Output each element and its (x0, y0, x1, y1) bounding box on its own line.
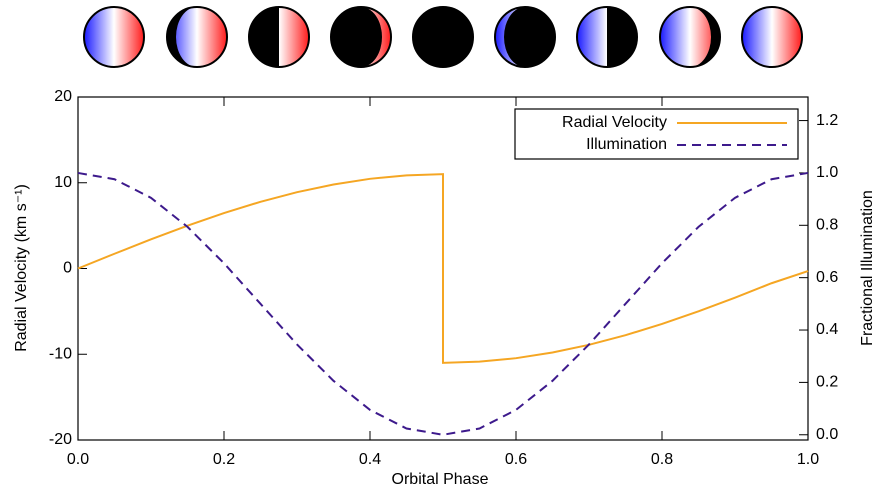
series-line (77, 173, 809, 364)
y-tick-label: 20 (54, 88, 72, 105)
phase-icon (741, 6, 803, 68)
legend-label: Radial Velocity (562, 114, 667, 131)
y2-tick-label: 0.6 (816, 269, 838, 286)
y2-tick-label: 0.4 (816, 321, 838, 338)
phase-icons (83, 6, 803, 68)
x-tick-label: 0.8 (651, 451, 673, 468)
y-axis-label: Radial Velocity (km s⁻¹) (13, 184, 30, 352)
phase-icon (659, 6, 721, 68)
y-tick-label: -10 (49, 345, 72, 362)
x-tick-label: 0.0 (67, 451, 89, 468)
y2-tick-label: 1.0 (816, 164, 838, 181)
phase-icon (576, 6, 638, 68)
x-tick-label: 0.6 (505, 451, 527, 468)
phase-icon (83, 6, 145, 68)
y2-tick-label: 1.2 (816, 112, 838, 129)
x-tick-label: 0.2 (213, 451, 235, 468)
series-line (77, 171, 809, 436)
x-axis-label: Orbital Phase (392, 471, 489, 488)
y-tick-label: 10 (54, 174, 72, 191)
y-tick-label: 0 (63, 260, 72, 277)
y2-tick-label: 0.2 (816, 374, 838, 391)
legend-label: Illumination (586, 136, 667, 153)
legend-box (514, 108, 799, 160)
y2-tick-label: 0.0 (816, 426, 838, 443)
x-tick-label: 0.4 (359, 451, 381, 468)
phase-icon (494, 6, 556, 68)
phase-icon (412, 6, 474, 68)
y2-axis-label: Fractional Illumination (859, 190, 876, 346)
phase-icon (166, 6, 228, 68)
x-tick-label: 1.0 (797, 451, 819, 468)
phase-icon (248, 6, 310, 68)
y2-tick-label: 0.8 (816, 217, 838, 234)
y-tick-label: -20 (49, 431, 72, 448)
phase-icon (330, 6, 392, 68)
